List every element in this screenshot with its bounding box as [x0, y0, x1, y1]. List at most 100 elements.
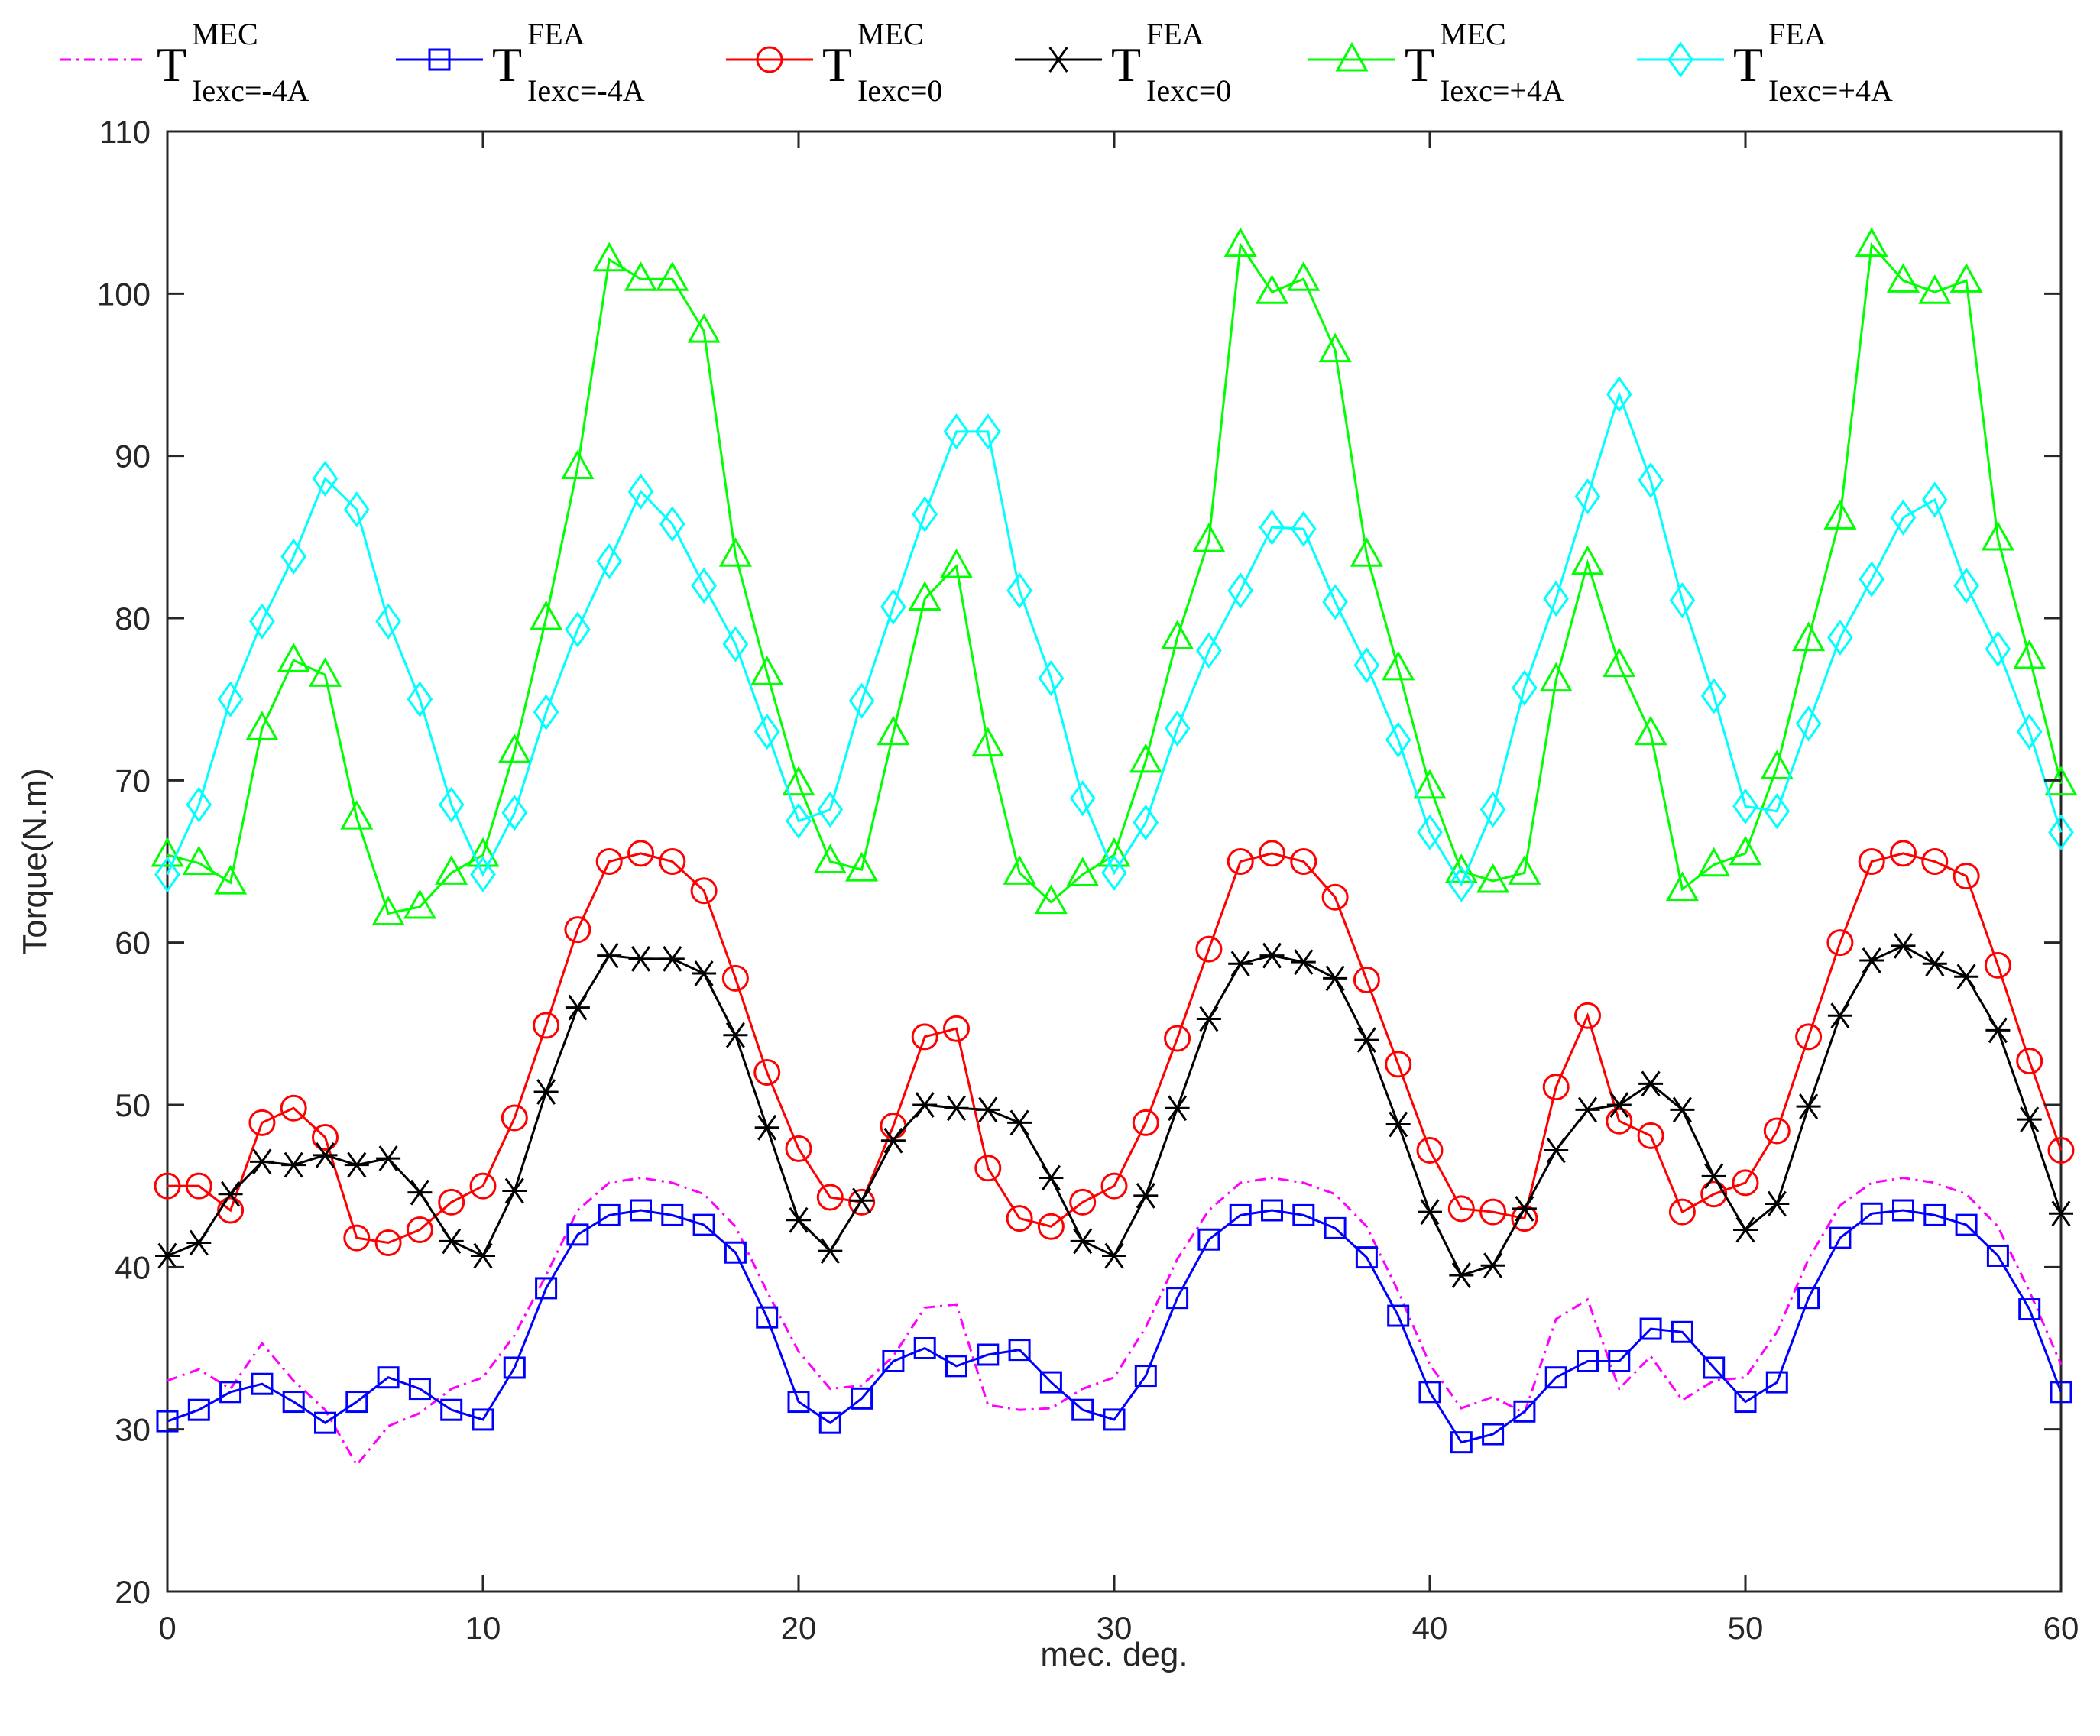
data-point: [1449, 1262, 1474, 1288]
data-point: [1196, 1006, 1221, 1032]
data-point: [1890, 840, 1917, 867]
data-point: [1038, 659, 1065, 697]
data-point: [753, 1059, 781, 1087]
data-point: [1796, 1093, 1821, 1119]
data-point: [312, 460, 339, 497]
data-point: [374, 1229, 402, 1256]
data-point: [1287, 261, 1321, 291]
legend-subscript: Iexc=+4A: [1768, 73, 1893, 108]
legend-marker: [1046, 47, 1071, 73]
y-tick-label: 50: [115, 1087, 151, 1123]
data-point: [1382, 650, 1415, 681]
data-point: [659, 506, 685, 542]
data-point: [880, 1127, 906, 1154]
legend-marker: [1667, 41, 1693, 78]
data-point: [1385, 721, 1411, 758]
series-1: [156, 1199, 2072, 1454]
data-point: [786, 802, 812, 839]
data-point: [1417, 814, 1443, 850]
data-point: [1291, 949, 1316, 976]
data-point: [1765, 1190, 1790, 1217]
data-point: [1228, 951, 1253, 977]
data-point: [1953, 567, 1979, 604]
data-point: [282, 1391, 305, 1414]
data-point: [1700, 678, 1727, 714]
data-point: [187, 1398, 210, 1421]
data-point: [817, 791, 844, 828]
data-point: [248, 1109, 276, 1136]
data-point: [501, 795, 528, 831]
data-point: [1949, 263, 1983, 293]
data-point: [280, 1094, 307, 1122]
y-tick-label: 80: [115, 601, 151, 636]
data-point: [313, 1142, 338, 1168]
data-point: [1986, 1244, 2009, 1267]
data-point: [1259, 509, 1285, 546]
y-tick-label: 30: [115, 1412, 151, 1448]
legend-superscript: FEA: [1146, 17, 1204, 51]
legend-superscript: FEA: [527, 17, 585, 51]
data-point: [1164, 1025, 1191, 1052]
data-point: [1165, 1095, 1190, 1122]
data-point: [849, 1187, 874, 1214]
data-point: [565, 994, 590, 1021]
data-point: [156, 1410, 179, 1433]
data-point: [1416, 1136, 1444, 1164]
data-point: [1387, 1304, 1410, 1327]
data-point: [314, 1411, 336, 1434]
data-point: [1195, 935, 1223, 963]
data-point: [1703, 1356, 1726, 1379]
data-point: [1324, 1216, 1347, 1239]
data-point: [1665, 871, 1699, 902]
legend-subscript: Iexc=-4A: [527, 73, 645, 108]
y-tick-label: 110: [99, 114, 151, 150]
data-point: [1290, 510, 1317, 547]
data-point: [1795, 1023, 1823, 1051]
data-point: [471, 1242, 495, 1269]
data-point: [1007, 1109, 1032, 1136]
series-line: [167, 1209, 2063, 1444]
data-point: [1039, 1164, 1064, 1191]
data-point: [592, 241, 626, 272]
data-point: [661, 1203, 684, 1226]
legend-marker: [756, 46, 783, 73]
data-point: [1069, 1188, 1097, 1216]
data-point: [251, 1372, 274, 1395]
data-point: [280, 538, 307, 575]
data-point: [1166, 1287, 1189, 1310]
data-point: [1890, 499, 1917, 536]
data-point: [1418, 1199, 1442, 1226]
data-point: [2016, 714, 2043, 750]
data-point: [407, 681, 433, 717]
data-point: [754, 1114, 779, 1141]
data-point: [185, 1172, 212, 1200]
legend-symbol: T: [1733, 37, 1763, 92]
data-point: [1512, 1196, 1537, 1222]
data-point: [406, 1216, 433, 1243]
x-tick-label: 20: [781, 1610, 817, 1646]
data-point: [1418, 1381, 1441, 1404]
y-axis-label: Torque(N.m): [16, 768, 53, 955]
data-point: [502, 1177, 527, 1204]
data-point: [1955, 1213, 1978, 1236]
x-axis-label: mec. deg.: [1040, 1636, 1188, 1673]
data-point: [340, 800, 374, 830]
data-point: [1450, 1431, 1473, 1454]
series-0: [167, 1177, 2063, 1468]
data-point: [281, 1151, 306, 1178]
data-point: [1006, 1205, 1033, 1232]
data-point: [1797, 1287, 1820, 1310]
data-point: [913, 1337, 936, 1359]
data-point: [722, 626, 749, 662]
data-point: [1133, 804, 1159, 841]
data-point: [1859, 561, 1885, 598]
legend-marker: [428, 48, 451, 71]
data-point: [721, 964, 749, 992]
data-point: [1321, 883, 1349, 911]
data-point: [975, 1096, 1000, 1123]
data-point: [718, 537, 752, 567]
data-point: [1261, 1199, 1283, 1222]
data-point: [1259, 840, 1285, 867]
data-point: [1544, 1137, 1569, 1164]
